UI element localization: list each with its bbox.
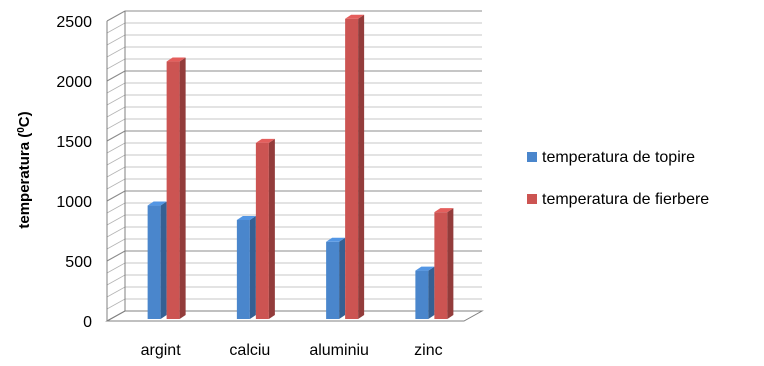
side-gridline: [106, 202, 126, 214]
side-gridline: [106, 118, 126, 130]
bar-fierbere-calciu: [255, 138, 275, 319]
bar-side-face: [249, 215, 256, 319]
side-gridline: [106, 130, 126, 142]
bar-front-face: [236, 219, 250, 319]
y-tick-label: 2500: [56, 14, 92, 31]
bar-top-face: [166, 57, 186, 62]
bar-fierbere-zinc: [434, 208, 454, 319]
bar-top-face: [345, 14, 365, 19]
bar-topire-argint: [147, 201, 167, 319]
bar-top-face: [434, 208, 454, 213]
bar-top-face: [326, 237, 346, 242]
x-tick-label: zinc: [414, 342, 442, 359]
side-gridline: [106, 46, 126, 58]
bar-top-face: [236, 215, 256, 220]
side-gridline: [106, 154, 126, 166]
bar-front-face: [166, 61, 180, 320]
side-gridline: [106, 94, 126, 106]
bar-top-face: [147, 201, 167, 206]
side-gridline: [106, 250, 126, 262]
bar-front-face: [345, 18, 359, 319]
tick-labels: 0 500 1000 1500 2000 2500 argint calciu aluminiu…: [56, 14, 442, 359]
side-gridline: [106, 286, 126, 298]
side-gridline: [106, 166, 126, 178]
bar-fierbere-aluminiu: [345, 14, 365, 319]
x-tick-label: aluminiu: [309, 342, 369, 359]
legend-swatch: [527, 152, 537, 162]
bar-front-face: [434, 212, 448, 319]
side-gridline: [106, 10, 126, 22]
side-gridline: [106, 226, 126, 238]
floor-plane: [105, 310, 484, 322]
side-gridline: [106, 262, 126, 274]
bar-side-face: [339, 237, 346, 319]
legend-swatch: [527, 194, 537, 204]
gridlines: [106, 10, 482, 322]
y-tick-label: 1500: [56, 134, 92, 151]
side-gridline: [106, 298, 126, 310]
y-tick-label: 0: [83, 314, 92, 331]
axes: [105, 11, 484, 322]
bar-front-face: [255, 142, 269, 319]
bar-side-face: [447, 208, 454, 319]
legend-label: temperatura de fierbere: [542, 191, 709, 208]
y-tick-label: 2000: [56, 74, 92, 91]
y-tick-label: 1000: [56, 194, 92, 211]
bar-top-face: [255, 138, 275, 143]
side-gridline: [106, 178, 126, 190]
bar-front-face: [415, 270, 429, 319]
bar-fierbere-argint: [166, 57, 186, 320]
bar-front-face: [147, 205, 161, 319]
side-gridline: [106, 22, 126, 34]
side-gridline: [106, 70, 126, 82]
bar-side-face: [268, 138, 275, 319]
bars: [147, 14, 454, 320]
side-gridline: [106, 106, 126, 118]
bar-front-face: [326, 241, 340, 319]
side-gridline: [106, 238, 126, 250]
legend: temperatura de topire temperatura de fier…: [527, 149, 709, 208]
bar-side-face: [428, 266, 435, 319]
bar-topire-zinc: [415, 266, 435, 319]
side-gridline: [106, 34, 126, 46]
side-gridline: [106, 214, 126, 226]
side-gridline: [106, 58, 126, 70]
bar-topire-aluminiu: [326, 237, 346, 319]
side-gridline: [106, 142, 126, 154]
side-gridline: [106, 82, 126, 94]
bar-side-face: [160, 201, 167, 319]
bar-topire-calciu: [236, 215, 256, 319]
y-axis-label: temperatura (0C): [16, 111, 34, 228]
x-tick-label: argint: [141, 342, 182, 359]
y-tick-label: 500: [65, 254, 92, 271]
legend-label: temperatura de topire: [542, 149, 695, 166]
bar-top-face: [415, 266, 435, 271]
side-gridline: [106, 190, 126, 202]
x-tick-label: calciu: [229, 342, 270, 359]
bar-side-face: [179, 57, 186, 320]
side-gridline: [106, 274, 126, 286]
bar-side-face: [358, 14, 365, 319]
